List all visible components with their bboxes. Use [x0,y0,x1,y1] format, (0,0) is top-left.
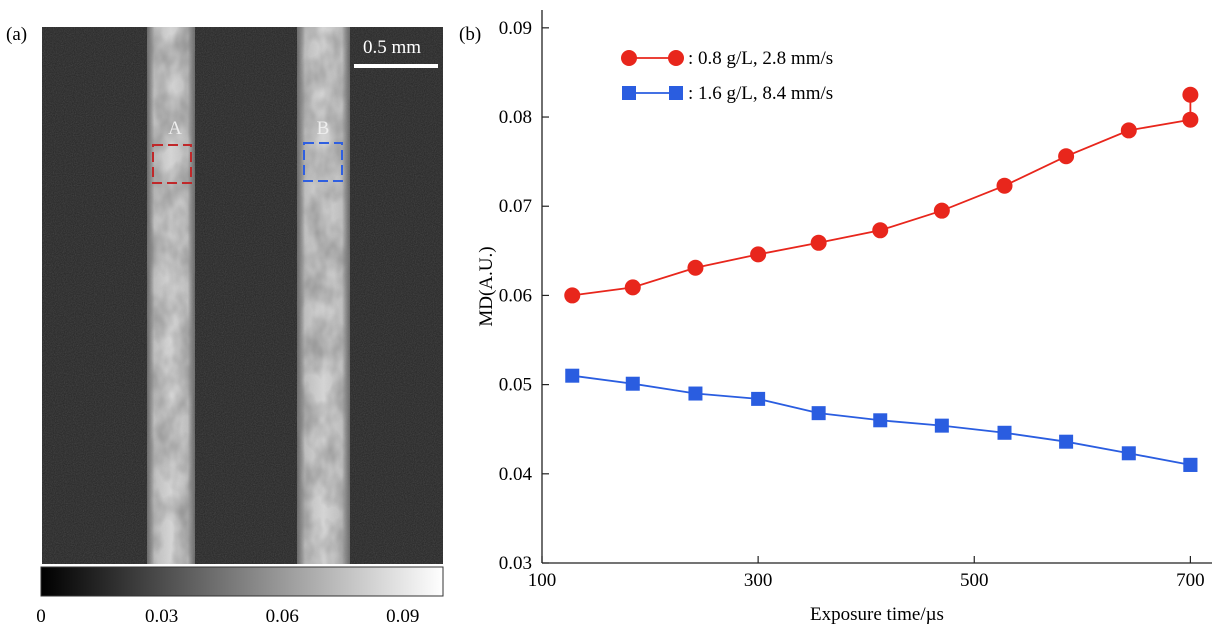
series-1-point [1182,86,1199,103]
roi-a-label: A [168,118,182,139]
y-tick-label: 0.09 [499,18,532,39]
legend-marker [622,86,636,100]
panel-a: (a) 0.5 mm A B 0 0.03 0.06 0.09 [6,24,444,627]
series-1-point [933,202,950,219]
colorbar [40,566,444,597]
series-2-point [811,406,826,421]
series-1-point [1182,111,1199,128]
y-tick-label: 0.03 [499,553,532,574]
x-axis-label: Exposure time/µs [810,604,944,625]
panel-b: (b) 0.03 0.04 0.05 0.06 0.07 0.08 0.09 100 300 50… [459,10,1212,625]
colorbar-tick-label: 0.09 [386,606,419,627]
y-tick-label: 0.06 [499,285,532,306]
colorbar-ticks: 0 0.03 0.06 0.09 [36,606,419,627]
legend-label: : 0.8 g/L, 2.8 mm/s [688,48,833,69]
series-2-point [688,386,703,401]
series-2-point [751,391,766,406]
stripe-2-texture [297,27,350,564]
series-1-point [996,177,1013,194]
y-tick-label: 0.05 [499,375,532,396]
roi-b-label: B [317,118,330,139]
series-1-point [750,246,767,263]
y-axis-label: MD(A.U.) [476,246,497,326]
chart-axes: 0.03 0.04 0.05 0.06 0.07 0.08 0.09 100 300 500 700 [499,10,1212,591]
x-tick-label: 300 [744,570,773,591]
legend-marker [621,50,637,66]
y-tick-label: 0.08 [499,107,532,128]
background-grain [42,27,443,564]
colorbar-tick-label: 0.03 [145,606,178,627]
series-2-point [1121,446,1136,461]
series-1-point [1058,148,1075,165]
y-tick-label: 0.07 [499,196,532,217]
series-2-point [625,376,640,391]
stripe-1-texture [147,27,195,564]
series-1-point [624,279,641,296]
colorbar-tick-label: 0 [36,606,46,627]
legend-marker [668,50,684,66]
series-1-line [572,94,1192,297]
legend-label: : 1.6 g/L, 8.4 mm/s [688,83,833,104]
x-tick-label: 100 [528,570,557,591]
scalebar-label: 0.5 mm [363,37,421,58]
legend-marker [669,86,683,100]
series-2-point [1183,457,1198,472]
series-1-point [1120,122,1137,139]
colorbar-tick-label: 0.06 [266,606,299,627]
series-2-point [565,368,580,383]
roi-b-box [303,142,343,182]
chart-legend: : 0.8 g/L, 2.8 mm/s : 1.6 g/L, 8.4 mm/s [621,48,833,104]
series-1-point [810,234,827,251]
micrograph [42,27,443,564]
panel-a-label: (a) [6,24,27,45]
roi-a-box [152,144,192,184]
series-2-point [934,418,949,433]
series-2-point [1059,434,1074,449]
chart-series [564,86,1199,472]
panel-b-label: (b) [459,24,481,45]
y-tick-label: 0.04 [499,464,533,485]
x-tick-label: 500 [960,570,989,591]
series-1-point [687,259,704,276]
series-1-point [564,287,581,304]
series-2-point [997,425,1012,440]
x-tick-label: 700 [1176,570,1205,591]
series-1-point [872,222,889,239]
series-2-point [873,413,888,428]
